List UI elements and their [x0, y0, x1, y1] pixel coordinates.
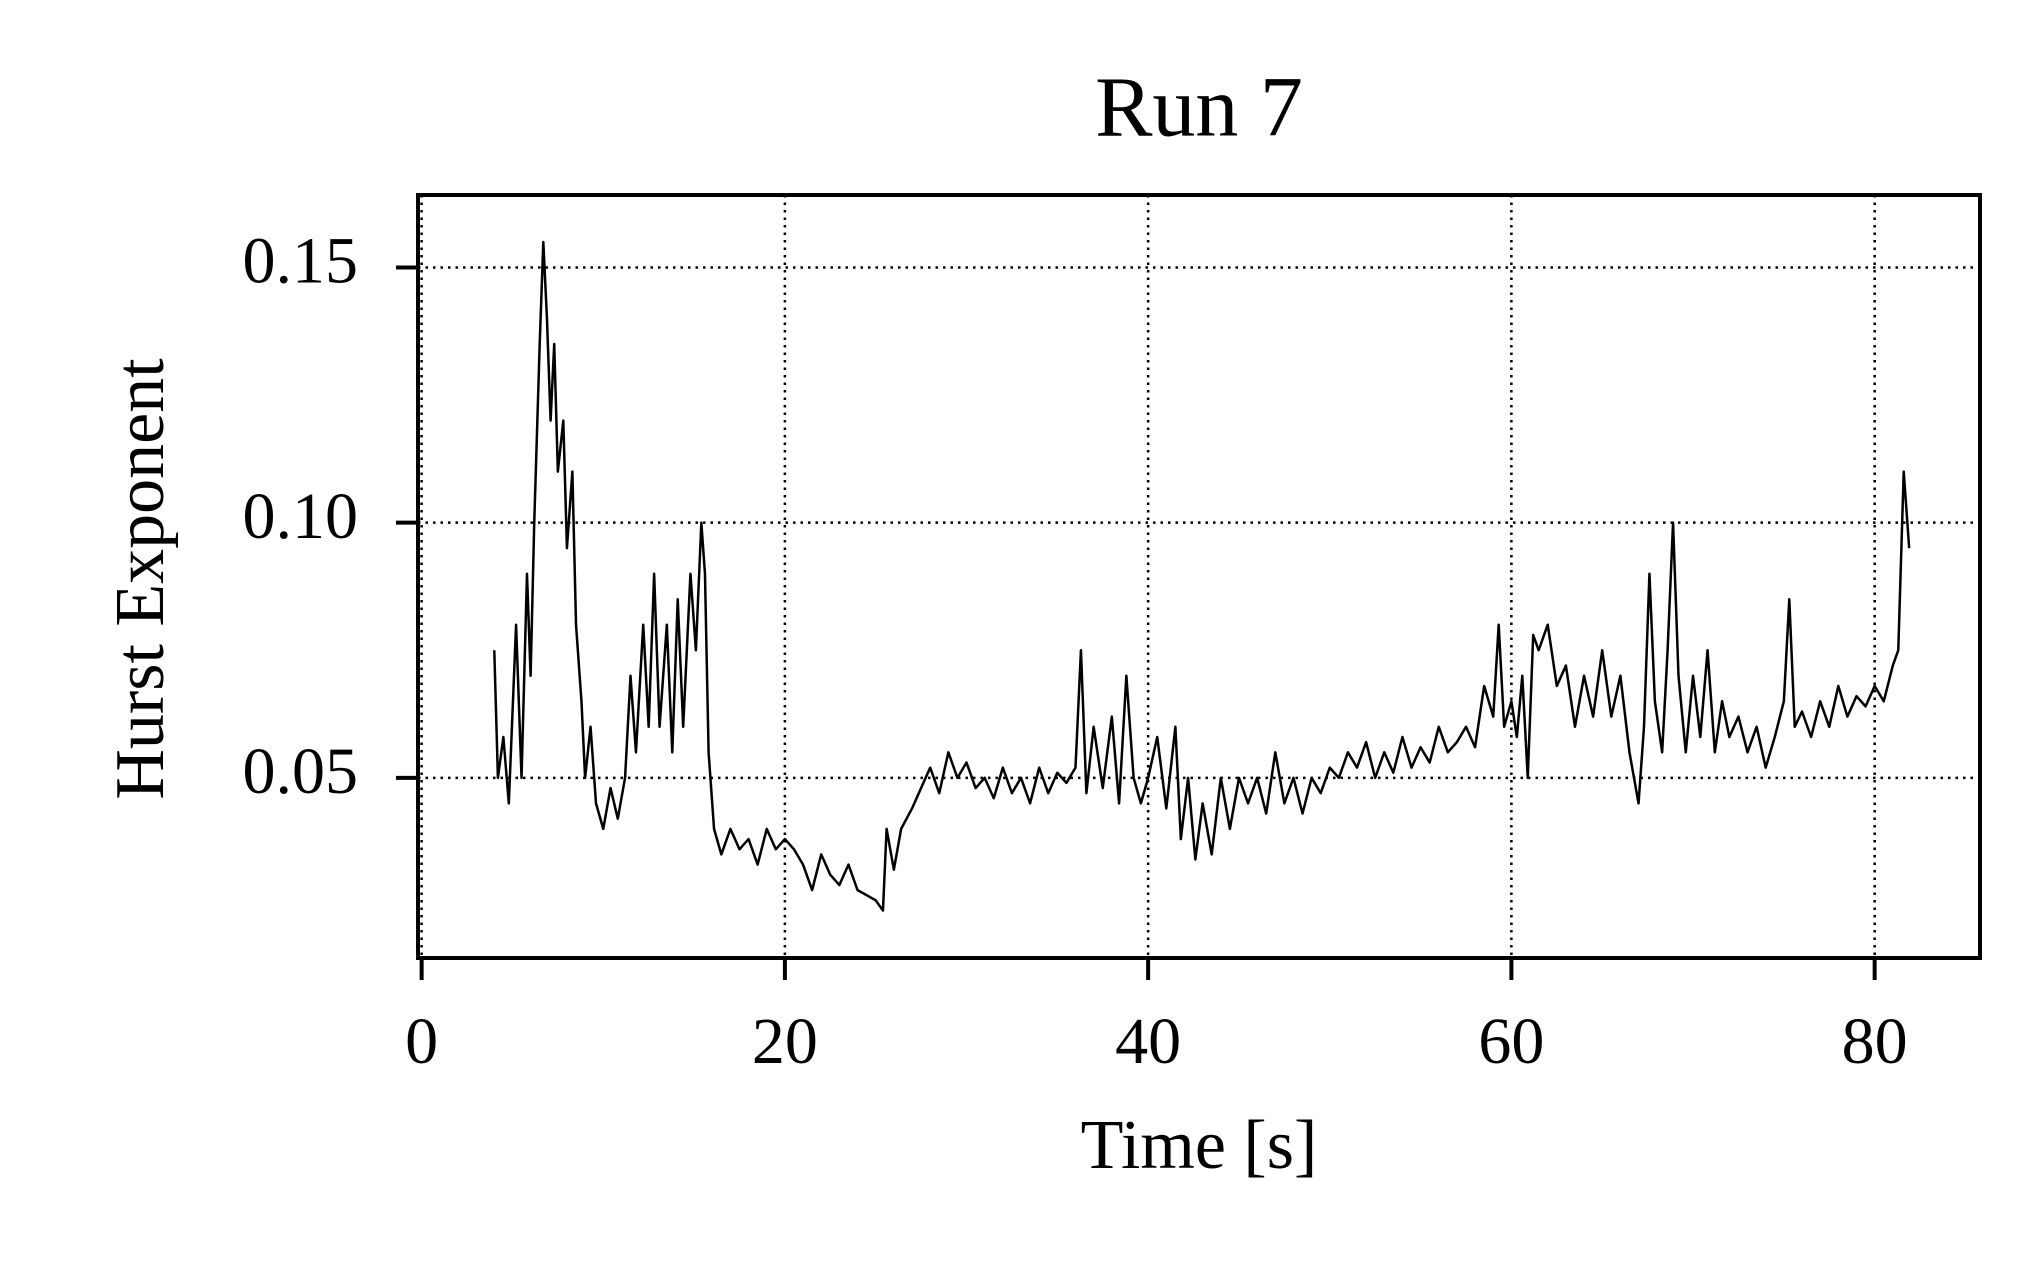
x-tick-label: 0	[405, 1005, 438, 1078]
x-tick-label: 20	[752, 1005, 818, 1078]
x-tick-label: 60	[1478, 1005, 1544, 1078]
x-tick-label: 40	[1115, 1005, 1181, 1078]
x-tick-label: 80	[1842, 1005, 1908, 1078]
y-tick-label: 0.05	[243, 735, 359, 808]
y-tick-label: 0.15	[243, 225, 359, 298]
y-tick-label: 0.10	[243, 480, 359, 553]
chart-title: Run 7	[1095, 59, 1303, 155]
x-axis-label: Time [s]	[1081, 1107, 1318, 1184]
y-axis-label: Hurst Exponent	[102, 358, 179, 800]
plot-frame	[416, 193, 1982, 960]
data-line	[493, 240, 1911, 912]
